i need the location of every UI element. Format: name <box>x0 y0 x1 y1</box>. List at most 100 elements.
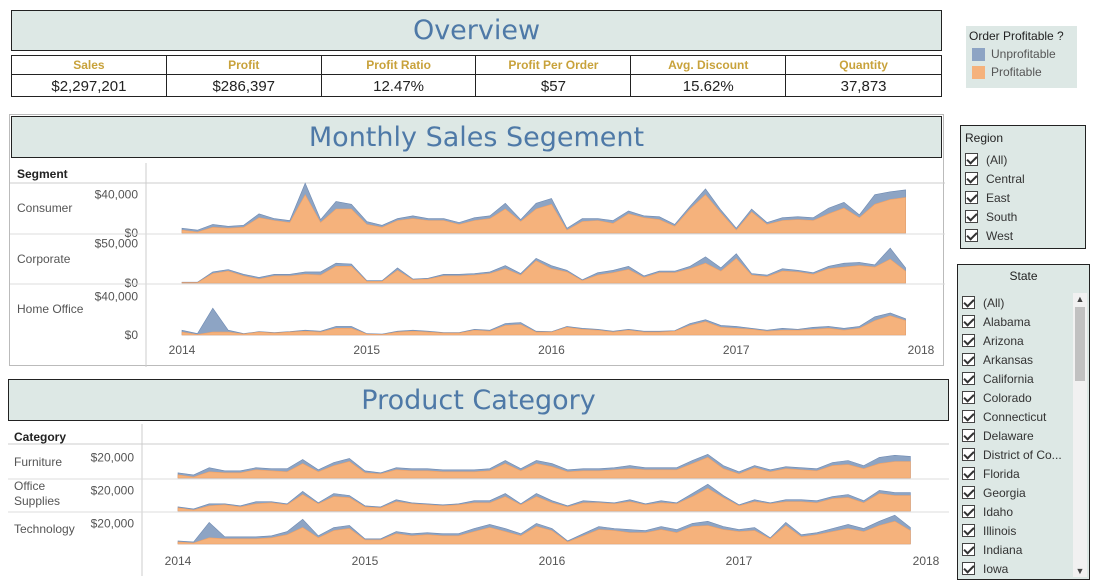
state-option-label: Illinois <box>983 523 1017 538</box>
state-option-label: Georgia <box>983 485 1026 500</box>
region-option-label: Central <box>986 171 1025 186</box>
state-option[interactable]: Florida <box>962 464 1085 483</box>
legend-swatch-unprofitable <box>972 47 985 61</box>
state-option[interactable]: California <box>962 369 1085 388</box>
x-tick-label: 2018 <box>913 554 940 568</box>
state-option-label: Arizona <box>983 333 1024 348</box>
checkbox-checked-icon[interactable] <box>962 296 975 309</box>
y-tick-label: $0 <box>125 328 139 342</box>
kpi-value-sales[interactable]: $2,297,201 <box>12 75 167 97</box>
scroll-up-arrow-icon[interactable]: ▲ <box>1075 294 1085 304</box>
state-option[interactable]: Delaware <box>962 426 1085 445</box>
monthly-sales-segment-title-text: Monthly Sales Segement <box>308 121 645 153</box>
checkbox-checked-icon[interactable] <box>962 543 975 556</box>
checkbox-checked-icon[interactable] <box>962 410 975 423</box>
x-tick-label: 2014 <box>169 343 196 357</box>
y-tick-label: $20,000 <box>91 450 135 464</box>
checkbox-checked-icon[interactable] <box>962 505 975 518</box>
checkbox-checked-icon[interactable] <box>962 353 975 366</box>
row-label: Corporate <box>17 252 71 266</box>
state-option[interactable]: Alabama <box>962 312 1085 331</box>
state-option-label: District of Co... <box>983 447 1062 462</box>
kpi-table: Sales Profit Profit Ratio Profit Per Ord… <box>11 55 942 97</box>
checkbox-checked-icon[interactable] <box>962 467 975 480</box>
checkbox-checked-icon[interactable] <box>965 153 978 166</box>
checkbox-checked-icon[interactable] <box>962 391 975 404</box>
y-tick-label: $0 <box>125 276 139 290</box>
legend-title: Order Profitable ? <box>969 29 1064 43</box>
x-tick-label: 2017 <box>726 554 753 568</box>
state-filter-title: State <box>1009 269 1038 283</box>
checkbox-checked-icon[interactable] <box>965 229 978 242</box>
kpi-header-profit-per-order: Profit Per Order <box>476 56 632 75</box>
scroll-thumb[interactable] <box>1075 307 1085 381</box>
region-option[interactable]: East <box>965 188 1081 207</box>
y-tick-label: $40,000 <box>95 188 139 202</box>
y-tick-label: $50,000 <box>95 236 139 250</box>
monthly-sales-segment-chart[interactable]: SegmentConsumer$40,000$0Corporate$50,000… <box>10 115 945 367</box>
state-option-label: Alabama <box>983 314 1031 329</box>
state-option[interactable]: Indiana <box>962 540 1085 559</box>
state-option[interactable]: Arizona <box>962 331 1085 350</box>
state-filter-list: (All) Alabama Arizona Arkansas California Col… <box>962 293 1085 578</box>
state-option[interactable]: Idaho <box>962 502 1085 521</box>
region-option-label: East <box>986 190 1011 205</box>
legend-item-unprofitable[interactable]: Unprofitable <box>969 47 1074 61</box>
checkbox-checked-icon[interactable] <box>962 486 975 499</box>
x-tick-label: 2015 <box>352 554 379 568</box>
region-filter: Region (All) Central East South West <box>960 125 1086 249</box>
state-option[interactable]: Georgia <box>962 483 1085 502</box>
kpi-value-quantity[interactable]: 37,873 <box>840 77 887 95</box>
y-tick-label: $20,000 <box>91 483 135 497</box>
kpi-header-profit: Profit <box>166 56 322 75</box>
row-label: Furniture <box>14 455 62 469</box>
kpi-value-profit-per-order[interactable]: $57 <box>476 75 632 97</box>
checkbox-checked-icon[interactable] <box>962 372 975 385</box>
region-filter-list: (All) Central East South West <box>965 150 1081 245</box>
checkbox-checked-icon[interactable] <box>962 448 975 461</box>
state-filter-scrollbar[interactable]: ▲ ▼ <box>1073 293 1087 577</box>
overview-title-text: Overview <box>412 15 541 46</box>
kpi-header-avg-discount: Avg. Discount <box>631 56 787 75</box>
y-tick-label: $40,000 <box>95 290 139 304</box>
legend-label-profitable: Profitable <box>991 65 1042 79</box>
state-option[interactable]: Iowa <box>962 559 1085 578</box>
state-option[interactable]: Connecticut <box>962 407 1085 426</box>
region-option[interactable]: South <box>965 207 1081 226</box>
profitable-area <box>177 487 911 512</box>
product-category-title-text: Product Category <box>361 384 596 416</box>
row-label: Office <box>14 479 45 493</box>
product-category-title: Product Category <box>8 379 949 421</box>
state-option[interactable]: Arkansas <box>962 350 1085 369</box>
region-option[interactable]: Central <box>965 169 1081 188</box>
kpi-value-avg-discount[interactable]: 15.62% <box>631 75 787 97</box>
state-option[interactable]: Illinois <box>962 521 1085 540</box>
profitability-legend: Order Profitable ? Unprofitable Profitab… <box>966 26 1077 88</box>
state-option[interactable]: (All) <box>962 293 1085 312</box>
kpi-value-profit[interactable]: $286,397 <box>167 75 322 97</box>
checkbox-checked-icon[interactable] <box>965 210 978 223</box>
region-option[interactable]: West <box>965 226 1081 245</box>
region-option[interactable]: (All) <box>965 150 1081 169</box>
state-option[interactable]: Colorado <box>962 388 1085 407</box>
region-filter-title: Region <box>965 131 1004 145</box>
state-option[interactable]: District of Co... <box>962 445 1085 464</box>
profitable-area <box>177 520 911 545</box>
state-option-label: Arkansas <box>983 352 1034 367</box>
kpi-value-profit-ratio[interactable]: 12.47% <box>322 75 477 97</box>
checkbox-checked-icon[interactable] <box>962 429 975 442</box>
checkbox-checked-icon[interactable] <box>962 562 975 575</box>
row-header-label: Segment <box>17 167 68 181</box>
state-option-label: Idaho <box>983 504 1014 519</box>
checkbox-checked-icon[interactable] <box>962 524 975 537</box>
x-tick-label: 2016 <box>538 343 565 357</box>
scroll-down-arrow-icon[interactable]: ▼ <box>1075 566 1085 576</box>
checkbox-checked-icon[interactable] <box>965 172 978 185</box>
region-option-label: (All) <box>986 152 1008 167</box>
checkbox-checked-icon[interactable] <box>962 315 975 328</box>
legend-item-profitable[interactable]: Profitable <box>969 65 1074 79</box>
x-tick-label: 2017 <box>723 343 750 357</box>
checkbox-checked-icon[interactable] <box>965 191 978 204</box>
checkbox-checked-icon[interactable] <box>962 334 975 347</box>
